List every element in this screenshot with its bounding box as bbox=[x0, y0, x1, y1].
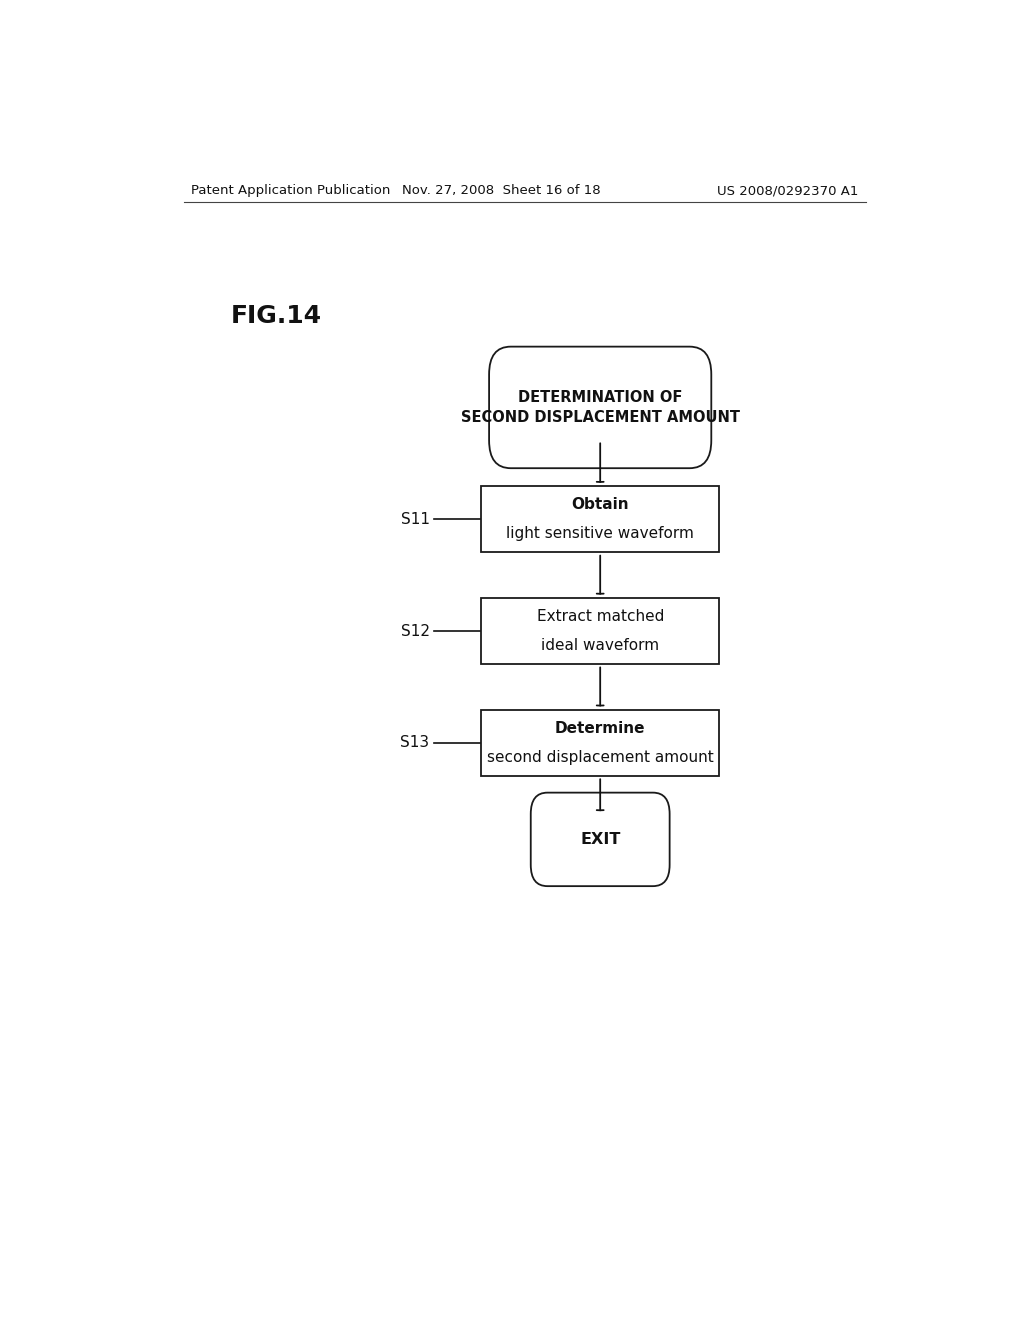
Text: light sensitive waveform: light sensitive waveform bbox=[506, 525, 694, 541]
Text: US 2008/0292370 A1: US 2008/0292370 A1 bbox=[717, 185, 858, 198]
Text: S12: S12 bbox=[400, 623, 430, 639]
Text: EXIT: EXIT bbox=[580, 832, 621, 847]
FancyBboxPatch shape bbox=[530, 792, 670, 886]
Bar bbox=[481, 598, 719, 664]
Text: Obtain: Obtain bbox=[571, 498, 629, 512]
Text: Patent Application Publication: Patent Application Publication bbox=[191, 185, 391, 198]
Text: S13: S13 bbox=[400, 735, 430, 750]
Bar bbox=[481, 710, 719, 776]
Text: Nov. 27, 2008  Sheet 16 of 18: Nov. 27, 2008 Sheet 16 of 18 bbox=[401, 185, 600, 198]
Text: Extract matched: Extract matched bbox=[537, 610, 664, 624]
Bar bbox=[481, 486, 719, 552]
Text: ideal waveform: ideal waveform bbox=[541, 638, 659, 653]
Text: S11: S11 bbox=[400, 512, 430, 527]
Text: DETERMINATION OF
SECOND DISPLACEMENT AMOUNT: DETERMINATION OF SECOND DISPLACEMENT AMO… bbox=[461, 389, 739, 425]
FancyBboxPatch shape bbox=[489, 347, 712, 469]
Text: Determine: Determine bbox=[555, 721, 645, 737]
Text: second displacement amount: second displacement amount bbox=[486, 750, 714, 764]
Text: FIG.14: FIG.14 bbox=[231, 304, 323, 327]
